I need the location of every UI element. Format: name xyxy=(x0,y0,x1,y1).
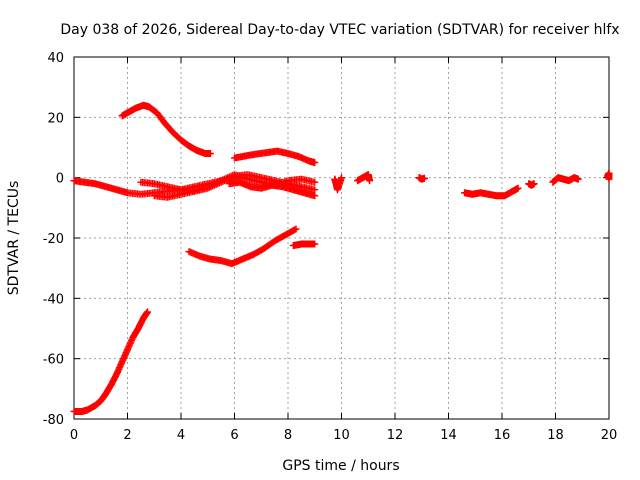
x-tick-label: 10 xyxy=(333,428,350,443)
trace-low-rise xyxy=(70,308,152,415)
trace-upper-arc xyxy=(118,101,214,158)
data-point xyxy=(311,192,319,200)
trace-15h xyxy=(461,184,522,200)
y-tick-label: -20 xyxy=(43,232,64,247)
data-point xyxy=(311,159,319,167)
trace-18h xyxy=(549,174,582,186)
data-point xyxy=(292,225,300,233)
trace-mid-arc xyxy=(231,147,319,167)
x-tick-label: 14 xyxy=(440,428,457,443)
y-tick-label: 0 xyxy=(56,172,64,187)
x-tick-label: 12 xyxy=(387,428,404,443)
data-point xyxy=(420,174,428,182)
y-tick-label: 20 xyxy=(47,111,64,126)
y-tick-labels: 40 20 0 -20 -40 -60 -80 xyxy=(43,51,64,428)
y-tick-label: -80 xyxy=(43,413,64,428)
data-point xyxy=(514,184,522,192)
data-point xyxy=(311,178,319,186)
x-tick-label: 16 xyxy=(494,428,511,443)
trace-zero-d xyxy=(225,178,319,200)
x-tick-label: 2 xyxy=(123,428,131,443)
y-axis-label: SDTVAR / TECUs xyxy=(6,181,22,296)
x-tick-label: 6 xyxy=(230,428,238,443)
trace-13h xyxy=(415,174,428,183)
x-tick-label: 4 xyxy=(177,428,185,443)
chart-title: Day 038 of 2026, Sidereal Day-to-day VTE… xyxy=(60,22,619,38)
data-point xyxy=(366,177,374,185)
data-point xyxy=(206,150,214,158)
data-point xyxy=(530,180,538,188)
axis-ticks xyxy=(73,56,610,420)
y-tick-label: -60 xyxy=(43,353,64,368)
x-tick-label: 20 xyxy=(601,428,618,443)
trace-20h xyxy=(604,169,613,183)
x-tick-label: 18 xyxy=(547,428,564,443)
y-tick-label: -40 xyxy=(43,292,64,307)
y-tick-label: 40 xyxy=(47,51,64,66)
x-axis-label: GPS time / hours xyxy=(282,458,399,474)
data-point xyxy=(311,186,319,194)
x-tick-label: 8 xyxy=(284,428,292,443)
trace-11h xyxy=(354,171,374,185)
x-tick-labels: 0 2 4 6 8 10 12 14 16 18 20 xyxy=(70,428,617,443)
data-point xyxy=(291,226,299,234)
trace-lower-short xyxy=(289,240,319,250)
data-point xyxy=(338,174,345,182)
data-points xyxy=(70,101,613,415)
data-point xyxy=(311,240,319,248)
trace-17h xyxy=(525,180,538,189)
data-point xyxy=(144,308,152,316)
grid xyxy=(74,57,609,419)
trace-lower-arc xyxy=(185,225,300,268)
trace-10h xyxy=(331,174,345,194)
x-tick-label: 0 xyxy=(70,428,78,443)
trace-zero-c xyxy=(150,171,319,201)
data-point xyxy=(574,175,582,183)
data-point xyxy=(605,175,613,183)
